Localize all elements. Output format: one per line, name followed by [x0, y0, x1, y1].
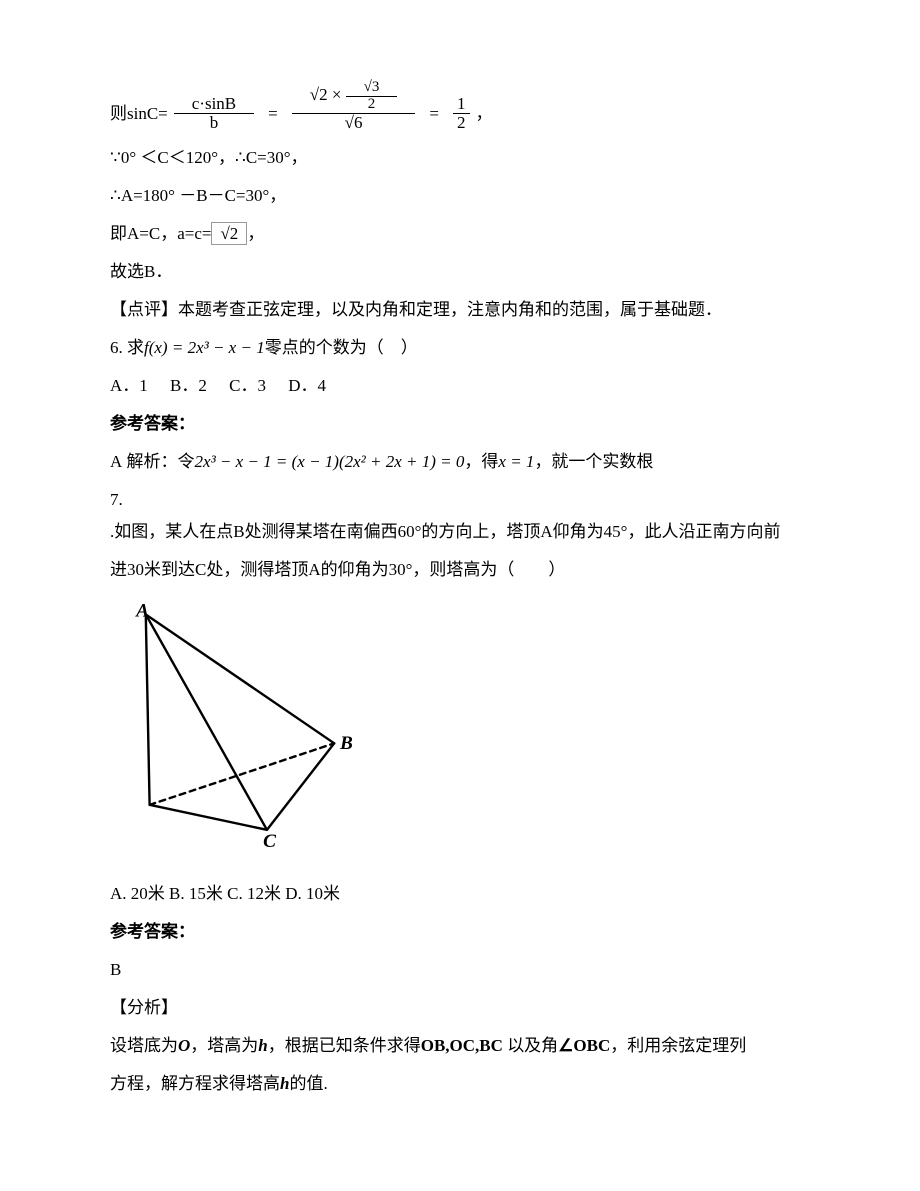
q6-options: A．1 B．2 C．3 D．4: [110, 369, 810, 403]
q6-answer-explain: A 解析：令2x³ − x − 1 = (x − 1)(2x² + 2x + 1…: [110, 445, 810, 479]
diagram-label-A: A: [135, 601, 149, 621]
q7-stem-line2: 进30米到达C处，测得塔顶A的仰角为30°，则塔高为（ ）: [110, 553, 810, 587]
diagram-label-C: C: [263, 831, 276, 851]
q6-stem: 6. 求f(x) = 2x³ − x − 1零点的个数为（ ）: [110, 331, 810, 365]
eq-sign-1: =: [260, 97, 286, 131]
frac-csinB-over-b: c·sinB b: [174, 95, 254, 132]
q6-option-C: C．3: [229, 376, 266, 395]
q7-analysis-line2: 方程，解方程求得塔高h的值.: [110, 1067, 810, 1101]
q6-option-A: A．1: [110, 376, 148, 395]
q7-analysis-label: 【分析】: [110, 991, 810, 1025]
q6-option-D: D．4: [288, 376, 326, 395]
q7-stem-line1: .如图，某人在点B处测得某塔在南偏西60°的方向上，塔顶A仰角为45°，此人沿正…: [110, 515, 810, 549]
diagram-label-B: B: [339, 733, 353, 754]
q7-answer: B: [110, 953, 810, 987]
q7-number: 7.: [110, 483, 810, 517]
frac-sqrt2-sqrt3half-over-sqrt6: √2 × √3 2 √6: [292, 80, 416, 131]
range-C-line: ∵0° ＜C＜120°，∴C=30°，: [110, 141, 810, 175]
comma-1: ，: [476, 97, 493, 131]
eq-sign-2: =: [421, 97, 447, 131]
sinC-prefix: 则sinC=: [110, 97, 168, 131]
comment-line: 【点评】本题考查正弦定理，以及内角和定理，注意内角和的范围，属于基础题．: [110, 293, 810, 327]
q7-options: A. 20米 B. 15米 C. 12米 D. 10米: [110, 877, 810, 911]
q6-answer-label: 参考答案：: [110, 407, 810, 441]
tetrahedron-diagram: A B C: [110, 601, 370, 851]
angle-A-line: ∴A=180° －B－C=30°，: [110, 179, 810, 213]
a-equals-c-line: 即A=C，a=c=√2，: [110, 217, 810, 251]
q7-analysis-line1: 设塔底为O，塔高为h，根据已知条件求得OB,OC,BC 以及角∠OBC，利用余弦…: [110, 1029, 810, 1063]
frac-one-half: 1 2: [453, 95, 470, 132]
q6-option-B: B．2: [170, 376, 207, 395]
choose-B-line: 故选B．: [110, 255, 810, 289]
solution-sinC-equation: 则sinC= c·sinB b = √2 × √3 2 √6 = 1 2 ，: [110, 80, 810, 131]
q7-answer-label: 参考答案：: [110, 915, 810, 949]
